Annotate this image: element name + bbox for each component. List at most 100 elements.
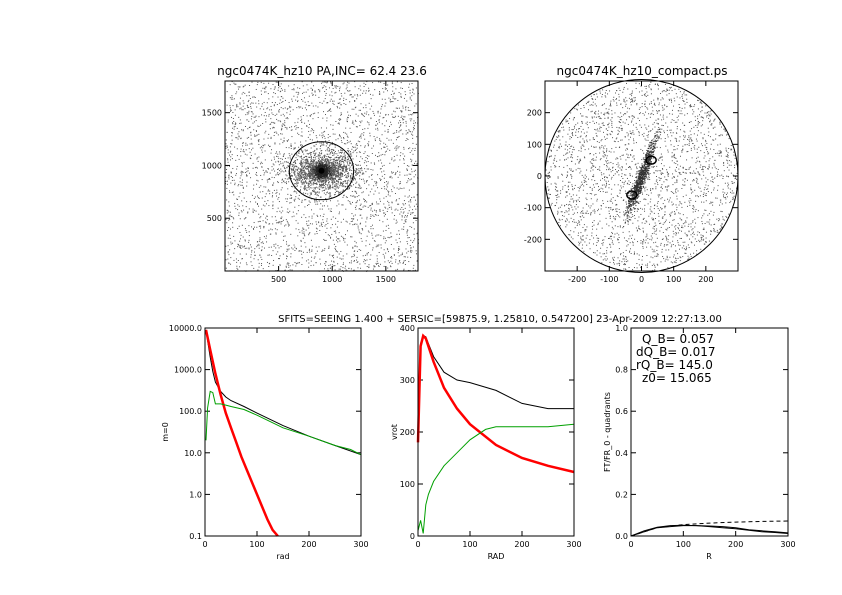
p1-dot: [344, 170, 346, 172]
p1-dot: [262, 241, 264, 243]
p1-dot: [252, 102, 254, 104]
p1-dot: [283, 235, 285, 237]
p1-dot: [310, 193, 312, 195]
p1-dot: [322, 200, 324, 202]
p1-dot: [332, 161, 334, 163]
p1-dot: [319, 162, 321, 164]
p1-dot: [315, 161, 317, 163]
p1-dot: [303, 181, 305, 183]
p1-dot: [323, 131, 325, 133]
p1-dot: [328, 178, 330, 180]
p1-dot: [291, 153, 293, 155]
p1-dot: [258, 243, 260, 245]
p1-dot: [261, 263, 263, 265]
p1-dot: [284, 169, 286, 171]
p1-dot: [363, 82, 365, 84]
p1-dot: [225, 183, 227, 185]
p1-dot: [282, 219, 284, 221]
p1-dot: [289, 156, 291, 158]
p1-dot: [391, 83, 393, 85]
p1-dot: [310, 174, 312, 176]
p1-dot: [329, 187, 331, 189]
p1-dot: [326, 81, 328, 83]
p1-dot: [391, 208, 393, 210]
p1-dot: [381, 104, 383, 106]
p1-dot: [308, 262, 310, 264]
p1-dot: [398, 255, 400, 257]
p1-dot: [385, 196, 387, 198]
p1-dot: [274, 93, 276, 95]
p1-dot: [235, 122, 237, 124]
p1-dot: [261, 166, 263, 168]
p1-dot: [305, 199, 307, 201]
p1-dot: [320, 180, 322, 182]
p1-dot: [313, 150, 315, 152]
p1-dot: [402, 262, 404, 264]
p1-dot: [338, 169, 340, 171]
p1-dot: [305, 174, 307, 176]
p1-dot: [275, 81, 277, 83]
p1-dot: [354, 250, 356, 252]
p1-dot: [247, 211, 249, 213]
p1-dot: [332, 172, 334, 174]
p1-dot: [360, 214, 362, 216]
p1-dot: [324, 263, 326, 265]
p1-dot: [305, 180, 307, 182]
p1-dot: [272, 83, 274, 85]
p1-dot: [294, 170, 296, 172]
p1-dot: [316, 179, 318, 181]
p1-dot: [293, 166, 295, 168]
p1-dot: [343, 165, 345, 167]
p1-dot: [285, 117, 287, 119]
p1-dot: [342, 169, 344, 171]
p1-dot: [261, 114, 263, 116]
p1-dot: [312, 94, 314, 96]
p1-dot: [321, 184, 323, 186]
p1-dot: [316, 172, 318, 174]
p1-dot: [402, 153, 404, 155]
p1-dot: [232, 123, 234, 125]
p1-dot: [347, 188, 349, 190]
p1-dot: [322, 159, 324, 161]
p1-dot: [362, 178, 364, 180]
p1-dot: [356, 259, 358, 261]
p1-dot: [269, 123, 271, 125]
p1-dot: [390, 139, 392, 141]
p1-dot: [407, 250, 409, 252]
p1-dot: [372, 214, 374, 216]
p1-dot: [229, 110, 231, 112]
p1-dot: [229, 218, 231, 220]
p1-dot: [411, 226, 413, 228]
p1-dot: [371, 232, 373, 234]
p1-dot: [365, 90, 367, 92]
p1-dot: [245, 149, 247, 151]
p1-dot: [334, 146, 336, 148]
p1-dot: [279, 120, 281, 122]
p1-dot: [304, 107, 306, 109]
p1-dot: [397, 209, 399, 211]
p1-dot: [331, 95, 333, 97]
p1-dot: [346, 139, 348, 141]
p1-dot: [262, 122, 264, 124]
p1-dot: [295, 160, 297, 162]
p1-dot: [303, 183, 305, 185]
p1-dot: [356, 164, 358, 166]
p1-dot: [306, 162, 308, 164]
p1-dot: [394, 147, 396, 149]
p1-dot: [379, 112, 381, 114]
p1-dot: [345, 160, 347, 162]
p1-dot: [231, 95, 233, 97]
p1-dot: [289, 154, 291, 156]
p1-dot: [306, 175, 308, 177]
p1-dot: [240, 148, 242, 150]
p1-dot: [360, 134, 362, 136]
p1-dot: [265, 130, 267, 132]
p1-dot: [346, 230, 348, 232]
p1-dot: [339, 184, 341, 186]
p1-dot: [359, 141, 361, 143]
p1-dot: [251, 251, 253, 253]
p1-dot: [334, 178, 336, 180]
p1-dot: [330, 162, 332, 164]
p1-dot: [237, 198, 239, 200]
p1-dot: [339, 268, 341, 270]
